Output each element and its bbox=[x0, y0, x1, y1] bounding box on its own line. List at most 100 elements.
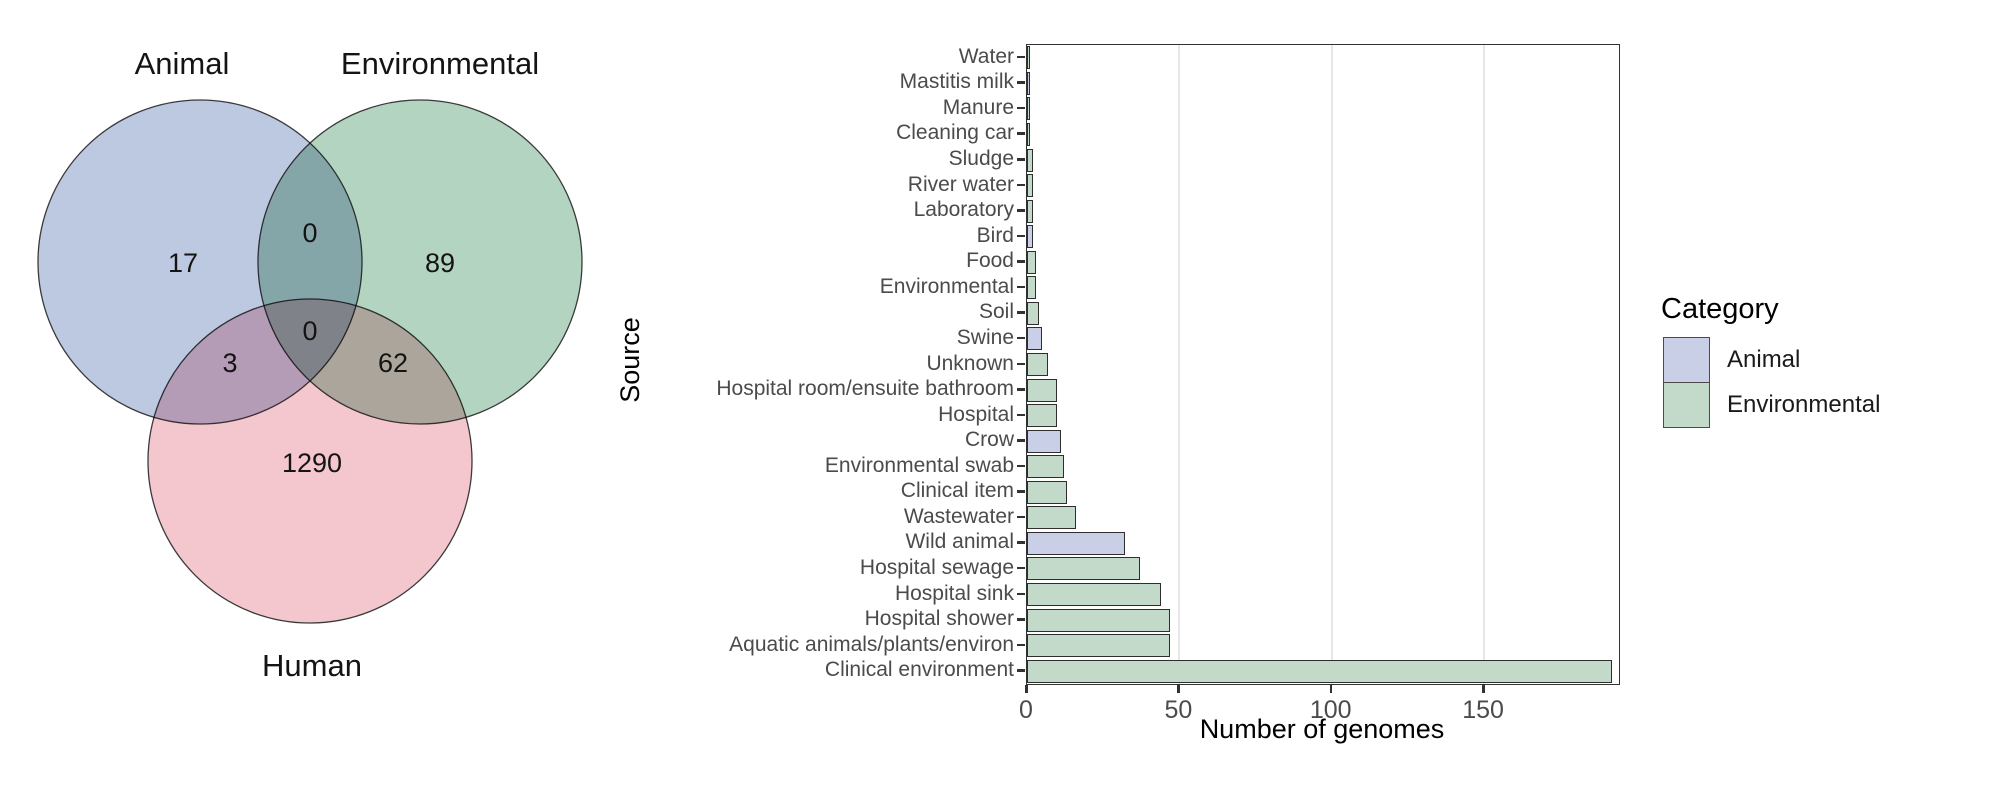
venn-region-count: 1290 bbox=[282, 448, 342, 478]
category-label: Wastewater bbox=[903, 504, 1014, 528]
bar bbox=[1027, 97, 1031, 121]
category-label: Bird bbox=[976, 223, 1014, 247]
venn-region-count: 0 bbox=[302, 218, 317, 248]
x-tick-mark bbox=[1025, 685, 1028, 693]
category-label: Water bbox=[958, 44, 1014, 68]
category-label: Hospital room/ensuite bathroom bbox=[716, 377, 1014, 401]
category-label: Manure bbox=[942, 95, 1014, 119]
category-label: Crow bbox=[964, 428, 1014, 452]
venn-region-count: 3 bbox=[222, 348, 237, 378]
legend-title: Category bbox=[1661, 293, 1779, 325]
venn-region-count: 62 bbox=[378, 348, 408, 378]
bar bbox=[1027, 480, 1067, 504]
y-tick-mark bbox=[1017, 464, 1025, 468]
category-label: Clinical item bbox=[900, 479, 1014, 503]
gridline-x-150 bbox=[1483, 45, 1486, 684]
x-tick-label: 150 bbox=[1462, 696, 1504, 724]
bar bbox=[1027, 455, 1064, 479]
category-label: Hospital sink bbox=[894, 581, 1014, 605]
bar bbox=[1027, 531, 1125, 555]
venn-circle-human bbox=[147, 298, 473, 624]
bar bbox=[1027, 634, 1171, 658]
y-tick-mark bbox=[1017, 55, 1025, 59]
bar bbox=[1027, 506, 1076, 530]
legend-label: Animal bbox=[1727, 346, 1801, 373]
bar bbox=[1027, 583, 1162, 607]
bar bbox=[1027, 327, 1043, 351]
venn-region-count: 17 bbox=[168, 248, 198, 278]
bar bbox=[1027, 225, 1034, 249]
venn-set-label: Human bbox=[262, 648, 362, 683]
venn-region-count: 89 bbox=[425, 248, 455, 278]
category-label: Environmental bbox=[879, 274, 1014, 298]
legend-swatch-environmental bbox=[1663, 382, 1710, 428]
y-tick-mark bbox=[1017, 566, 1025, 570]
y-tick-mark bbox=[1017, 362, 1025, 365]
bar bbox=[1027, 353, 1049, 376]
bar bbox=[1027, 276, 1037, 300]
y-tick-mark bbox=[1017, 209, 1025, 212]
bar bbox=[1027, 301, 1040, 325]
gridline-x-100 bbox=[1330, 45, 1333, 684]
bar bbox=[1027, 250, 1037, 274]
y-tick-mark bbox=[1017, 515, 1025, 519]
bar bbox=[1027, 71, 1031, 95]
category-label: Soil bbox=[978, 300, 1014, 324]
x-tick-mark bbox=[1329, 685, 1333, 693]
y-tick-mark bbox=[1017, 669, 1025, 672]
gridline-x-50 bbox=[1178, 45, 1181, 684]
category-label: Hospital bbox=[938, 402, 1014, 426]
venn-region-count: 0 bbox=[302, 316, 317, 346]
y-tick-mark bbox=[1017, 158, 1025, 161]
bar bbox=[1027, 148, 1034, 172]
bar bbox=[1027, 557, 1140, 581]
category-label: Sludge bbox=[948, 147, 1014, 171]
venn-set-label: Environmental bbox=[341, 46, 539, 81]
venn-set-label: Animal bbox=[135, 46, 230, 81]
bar bbox=[1027, 404, 1058, 428]
bar bbox=[1027, 46, 1031, 70]
y-axis-labels: Water Mastitis milk Manure Cleaning car Slud… bbox=[636, 44, 1014, 683]
category-label: Food bbox=[966, 249, 1014, 273]
y-tick-mark bbox=[1017, 439, 1025, 442]
y-tick-mark bbox=[1017, 106, 1025, 110]
category-label: Aquatic animals/plants/environ bbox=[729, 632, 1014, 656]
y-tick-mark bbox=[1017, 285, 1025, 289]
y-tick-mark bbox=[1017, 234, 1025, 238]
legend-label: Environmental bbox=[1727, 391, 1881, 418]
y-tick-mark bbox=[1017, 592, 1025, 596]
bar bbox=[1027, 174, 1034, 198]
category-label: Hospital sewage bbox=[859, 555, 1014, 579]
bar bbox=[1027, 199, 1034, 223]
category-label: Clinical environment bbox=[824, 658, 1014, 682]
y-tick-mark bbox=[1017, 643, 1025, 647]
category-label: Environmental swab bbox=[824, 453, 1014, 477]
y-tick-mark bbox=[1017, 183, 1025, 187]
category-label: Swine bbox=[956, 325, 1014, 349]
bar bbox=[1027, 659, 1613, 683]
x-tick-mark bbox=[1482, 685, 1485, 693]
y-tick-mark bbox=[1017, 490, 1025, 493]
category-label: Wild animal bbox=[905, 530, 1014, 554]
venn-svg: Animal Environmental Human 17 89 1290 0 3 62 0 bbox=[37, 46, 583, 683]
y-tick-mark bbox=[1017, 336, 1025, 340]
y-tick-mark bbox=[1017, 311, 1025, 314]
category-label: River water bbox=[907, 172, 1014, 196]
x-tick-label: 100 bbox=[1309, 696, 1352, 724]
bar bbox=[1027, 122, 1031, 146]
category-label: Unknown bbox=[926, 351, 1014, 375]
x-axis-title: Number of genomes bbox=[1199, 714, 1445, 744]
bar bbox=[1027, 378, 1058, 402]
legend-swatch-animal bbox=[1663, 337, 1710, 383]
venn-diagram: Animal Environmental Human 17 89 1290 0 3 62 0 bbox=[0, 0, 620, 800]
y-tick-mark bbox=[1017, 132, 1025, 135]
plot-panel bbox=[1026, 44, 1620, 685]
category-label: Hospital shower bbox=[864, 607, 1014, 631]
y-tick-mark bbox=[1017, 618, 1025, 621]
category-label: Cleaning car bbox=[896, 121, 1014, 145]
category-label: Laboratory bbox=[913, 198, 1014, 222]
y-tick-mark bbox=[1017, 541, 1025, 544]
bar bbox=[1027, 429, 1061, 453]
y-tick-mark bbox=[1017, 81, 1025, 84]
y-tick-mark bbox=[1017, 388, 1025, 391]
